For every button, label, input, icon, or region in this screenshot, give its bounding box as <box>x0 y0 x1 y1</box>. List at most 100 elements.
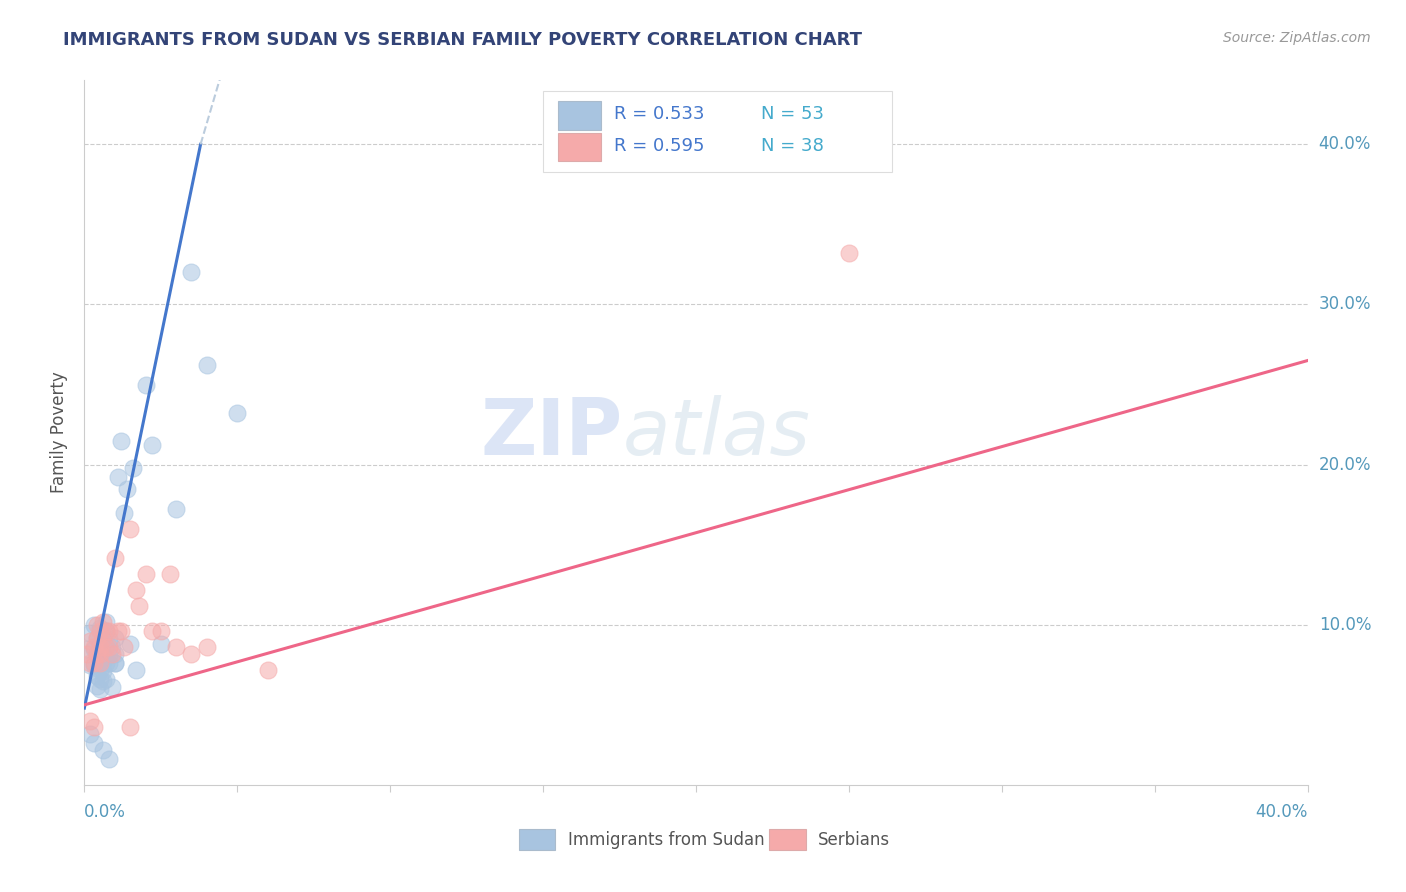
Point <box>112 506 135 520</box>
Point <box>89 647 111 661</box>
Point <box>76 641 98 656</box>
Point <box>89 657 111 671</box>
Y-axis label: Family Poverty: Family Poverty <box>51 372 69 493</box>
Point <box>89 653 111 667</box>
Text: ZIP: ZIP <box>481 394 623 471</box>
Point <box>165 502 187 516</box>
Point <box>97 624 120 639</box>
Point <box>165 640 187 655</box>
Point <box>226 406 249 420</box>
Point <box>89 681 111 696</box>
Point <box>94 640 117 655</box>
Point <box>125 663 148 677</box>
Point <box>86 647 108 661</box>
Point <box>83 720 105 734</box>
Point <box>76 647 98 661</box>
Point <box>91 631 114 645</box>
Text: atlas: atlas <box>623 394 810 471</box>
Point <box>101 640 124 655</box>
Point <box>107 470 129 484</box>
Point <box>86 631 108 645</box>
Point <box>89 637 111 651</box>
Point <box>91 631 114 645</box>
Point <box>101 647 124 661</box>
Point <box>94 673 117 687</box>
FancyBboxPatch shape <box>558 102 600 129</box>
Point <box>94 615 117 629</box>
Point <box>89 624 111 639</box>
Point <box>83 657 105 672</box>
Text: R = 0.533: R = 0.533 <box>614 105 704 123</box>
Point <box>83 640 105 655</box>
Point <box>91 665 114 679</box>
Point <box>91 647 114 661</box>
Point <box>141 438 163 452</box>
Point <box>195 640 218 655</box>
Point <box>257 663 280 677</box>
Point <box>97 657 120 671</box>
Text: 20.0%: 20.0% <box>1319 456 1371 474</box>
Point <box>83 657 105 671</box>
Point <box>135 566 157 581</box>
Point <box>110 624 132 639</box>
Point <box>104 631 127 645</box>
Text: 40.0%: 40.0% <box>1256 803 1308 821</box>
Point <box>104 550 127 565</box>
Point <box>86 679 108 693</box>
Text: IMMIGRANTS FROM SUDAN VS SERBIAN FAMILY POVERTY CORRELATION CHART: IMMIGRANTS FROM SUDAN VS SERBIAN FAMILY … <box>63 31 862 49</box>
Point <box>79 727 101 741</box>
Point <box>97 632 120 647</box>
Text: Immigrants from Sudan: Immigrants from Sudan <box>568 831 763 849</box>
Point <box>94 640 117 655</box>
Point <box>149 637 172 651</box>
Point <box>89 621 111 635</box>
Point <box>120 637 142 651</box>
Point <box>79 657 101 672</box>
Point <box>86 631 108 645</box>
Point <box>135 377 157 392</box>
Point <box>122 460 145 475</box>
Text: Serbians: Serbians <box>818 831 890 849</box>
Point <box>86 669 108 683</box>
Point <box>91 615 114 629</box>
Point <box>104 647 127 661</box>
Point <box>83 617 105 632</box>
Point <box>89 673 111 687</box>
Point <box>94 624 117 639</box>
Point <box>97 752 120 766</box>
Point <box>104 657 127 671</box>
Point <box>91 655 114 669</box>
Point <box>83 641 105 656</box>
Point <box>115 482 138 496</box>
Point <box>89 663 111 677</box>
Point <box>180 265 202 279</box>
Point <box>128 599 150 613</box>
Point <box>120 522 142 536</box>
Point <box>110 434 132 448</box>
Point <box>195 359 218 373</box>
Point <box>97 640 120 655</box>
Point <box>141 624 163 639</box>
Text: 30.0%: 30.0% <box>1319 295 1371 313</box>
Point <box>91 673 114 688</box>
Point <box>125 582 148 597</box>
FancyBboxPatch shape <box>519 830 555 850</box>
Point <box>107 624 129 639</box>
Point <box>79 625 101 640</box>
Point <box>94 657 117 671</box>
Point <box>104 657 127 671</box>
Point <box>86 617 108 632</box>
Point <box>101 680 124 694</box>
Point <box>86 647 108 661</box>
Text: 10.0%: 10.0% <box>1319 615 1371 634</box>
FancyBboxPatch shape <box>769 830 806 850</box>
Point <box>79 714 101 728</box>
Point <box>83 736 105 750</box>
Point <box>94 624 117 639</box>
Text: N = 38: N = 38 <box>761 136 824 155</box>
Point <box>79 657 101 671</box>
Text: Source: ZipAtlas.com: Source: ZipAtlas.com <box>1223 31 1371 45</box>
FancyBboxPatch shape <box>558 133 600 161</box>
Point <box>180 647 202 661</box>
Point <box>159 566 181 581</box>
